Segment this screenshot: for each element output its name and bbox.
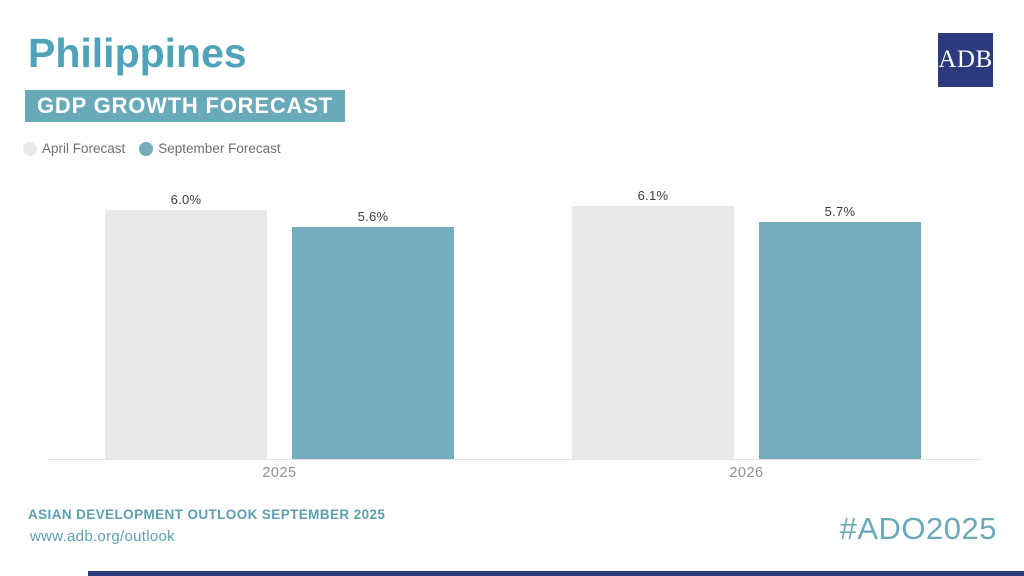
bar-value-label-april-forecast-2026: 6.1% xyxy=(637,188,669,203)
hashtag: #ADO2025 xyxy=(839,511,997,546)
bar-april-forecast-2026 xyxy=(572,206,734,459)
legend-item-april-forecast: April Forecast xyxy=(23,141,125,156)
adb-logo: ADB xyxy=(938,33,993,87)
legend-label-september: September Forecast xyxy=(158,141,281,156)
legend-swatch-september xyxy=(139,141,154,156)
x-axis-label-2025: 2025 xyxy=(262,465,297,481)
legend-swatch-april xyxy=(23,141,37,156)
footer-outlook-title: ASIAN DEVELOPMENT OUTLOOK SEPTEMBER 2025 xyxy=(28,507,386,522)
bar-april-forecast-2025 xyxy=(105,210,267,459)
chart-legend: April Forecast September Forecast xyxy=(23,141,281,156)
legend-item-september-forecast: September Forecast xyxy=(139,141,281,156)
banner-label: GDP GROWTH FORECAST xyxy=(37,93,333,118)
adb-logo-text: ADB xyxy=(938,46,993,73)
page-title: Philippines xyxy=(28,30,247,76)
bar-value-label-september-forecast-2025: 5.6% xyxy=(357,209,389,224)
footer-url: www.adb.org/outlook xyxy=(30,528,175,545)
bottom-accent-bar xyxy=(88,571,1024,576)
x-axis-label-2026: 2026 xyxy=(729,465,764,481)
bar-september-forecast-2025 xyxy=(292,227,454,459)
x-axis-line xyxy=(48,459,982,460)
bar-value-label-april-forecast-2025: 6.0% xyxy=(170,192,202,207)
bar-september-forecast-2026 xyxy=(759,222,921,459)
banner: GDP GROWTH FORECAST xyxy=(25,90,345,122)
legend-label-april: April Forecast xyxy=(42,141,126,156)
bar-value-label-september-forecast-2026: 5.7% xyxy=(824,204,856,219)
